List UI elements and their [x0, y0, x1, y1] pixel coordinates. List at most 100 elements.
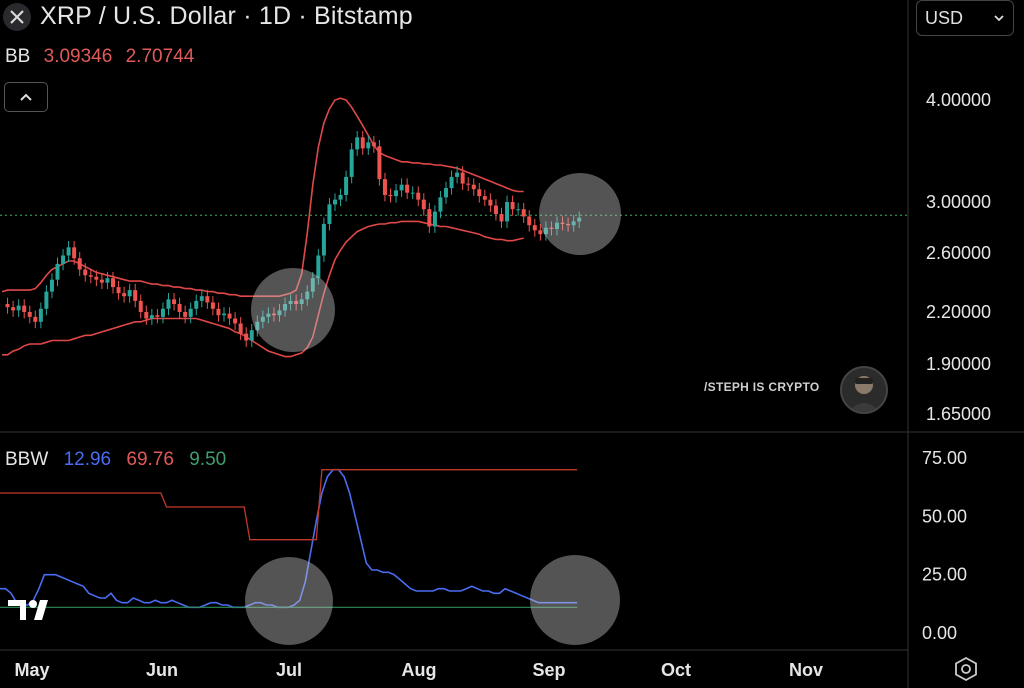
bbw-highest-value: 69.76 [126, 449, 174, 470]
candle-body [77, 258, 82, 270]
candle-body [444, 188, 448, 198]
price-tick-label: 2.20000 [926, 302, 991, 322]
candle-body [99, 279, 104, 283]
candle-body [371, 142, 376, 147]
candle-body [160, 308, 165, 317]
candle-body [144, 311, 149, 319]
bbw-tick-label: 25.00 [922, 565, 967, 585]
chevron-up-icon [20, 93, 32, 101]
close-button[interactable] [3, 3, 31, 31]
bbw-lines [0, 468, 578, 609]
candle-body [199, 296, 204, 301]
candle-body [249, 330, 254, 341]
candle-body [88, 275, 93, 277]
bb-legend[interactable]: BB 3.09346 2.70744 [5, 46, 202, 68]
candle-body [333, 199, 337, 205]
month-tick-label: Sep [532, 660, 565, 680]
candle-body [427, 209, 432, 227]
candle-body [416, 192, 421, 200]
candle-body [205, 296, 210, 303]
candle-body [288, 300, 293, 305]
candle-body [238, 323, 243, 334]
candle-body [482, 196, 487, 200]
candle-body [532, 225, 537, 231]
candle-body [116, 287, 121, 294]
candle-body [521, 209, 526, 217]
candle-body [49, 279, 54, 292]
candle-body [194, 300, 199, 309]
candle-body [55, 263, 60, 280]
tradingview-logo[interactable] [6, 594, 62, 629]
price-tick-label: 2.60000 [926, 243, 991, 263]
candle-body [488, 199, 493, 206]
bbw-tick-label: 50.00 [922, 506, 967, 526]
candle-body [5, 304, 10, 308]
person-icon [848, 376, 880, 412]
bb-lower-value: 2.70744 [125, 46, 195, 67]
bbw-axis: 75.00 50.00 25.00 0.00 [922, 448, 967, 643]
chart-title: XRP / U.S. Dollar · 1D · Bitstamp [40, 2, 413, 30]
collapse-legend-button[interactable] [4, 82, 48, 112]
candle-body [255, 321, 260, 331]
chevron-down-icon [994, 15, 1004, 22]
month-tick-label: May [14, 660, 49, 680]
candle-body [105, 278, 110, 283]
price-axis: 4.00000 3.00000 2.60000 2.20000 1.90000 1.650… [0, 90, 991, 424]
candle-body [277, 310, 282, 316]
candle-body [577, 217, 582, 222]
candle-body [566, 223, 571, 226]
month-tick-label: Jul [276, 660, 302, 680]
candle-body [432, 211, 437, 227]
bbw-legend[interactable]: BBW 12.96 69.76 9.50 [5, 449, 226, 471]
candle-body [349, 149, 354, 177]
bb-label: BB [5, 46, 31, 67]
candle-body [394, 190, 399, 197]
bbw-value: 12.96 [63, 449, 112, 470]
candle-body [27, 311, 32, 317]
price-tick-label: 3.00000 [926, 192, 991, 212]
candle-body [388, 194, 393, 197]
candle-body [460, 172, 465, 184]
highlight-circle [251, 268, 335, 352]
settings-button[interactable] [953, 656, 979, 687]
candle-body [321, 223, 326, 256]
bbw-tick-label: 0.00 [922, 623, 957, 643]
candle-body [549, 227, 554, 230]
candle-body [283, 304, 288, 311]
bb-upper-value: 3.09346 [43, 46, 113, 67]
candle-body [382, 179, 387, 195]
currency-select[interactable]: USD [916, 0, 1014, 36]
candle-body [493, 205, 498, 215]
candle-body [94, 276, 99, 280]
candle-body [244, 333, 249, 341]
candle-body [499, 214, 504, 222]
highlight-circle [245, 557, 333, 645]
candle-body [538, 230, 543, 235]
candle-body [421, 199, 426, 210]
candle-body [72, 247, 77, 259]
candle-body [111, 278, 115, 288]
bbw-lowest-value: 9.50 [189, 449, 227, 470]
bbw-series-line [0, 469, 578, 541]
candle-body [471, 184, 476, 190]
bb-upper-band [1, 97, 524, 297]
candle-body [266, 313, 271, 317]
candle-body [38, 308, 43, 322]
candle-body [560, 222, 565, 224]
candle-body [33, 316, 38, 322]
watermark-text: /STEPH IS CRYPTO [704, 380, 820, 394]
price-tick-label: 4.00000 [926, 90, 991, 110]
candle-body [305, 291, 310, 300]
candle-body [543, 227, 548, 235]
candles [5, 131, 582, 347]
candle-body [133, 290, 138, 301]
price-tick-label: 1.65000 [926, 404, 991, 424]
settings-icon [955, 656, 977, 682]
candle-body [222, 313, 226, 316]
candle-body [122, 293, 127, 297]
candle-body [294, 300, 299, 305]
candle-body [138, 300, 143, 312]
candle-body [405, 184, 410, 193]
